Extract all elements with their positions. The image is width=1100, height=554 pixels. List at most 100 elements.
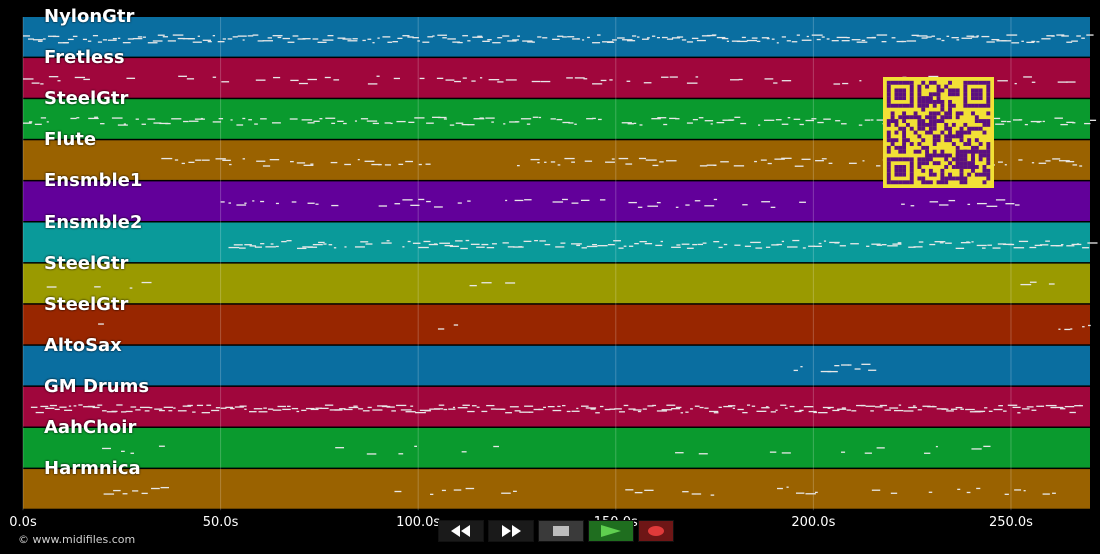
track-lane[interactable]: [23, 304, 1090, 345]
midi-note: [126, 77, 136, 79]
midi-note: [841, 451, 846, 453]
midi-note: [335, 447, 345, 449]
midi-note: [233, 244, 243, 246]
stop-button[interactable]: [538, 520, 584, 542]
midi-note: [407, 240, 411, 243]
midi-note: [1082, 247, 1090, 249]
midi-note: [381, 405, 391, 408]
midi-note: [833, 83, 841, 85]
midi-note: [252, 200, 255, 202]
midi-note: [718, 246, 723, 249]
midi-note: [423, 240, 431, 243]
midi-note: [467, 40, 471, 42]
midi-note: [461, 123, 469, 126]
track-lane[interactable]: [23, 263, 1090, 304]
midi-note: [784, 407, 788, 409]
midi-note: [160, 486, 170, 489]
midi-note: [966, 35, 975, 37]
midi-note: [400, 409, 412, 411]
record-button[interactable]: [638, 520, 674, 542]
midi-note: [390, 122, 393, 125]
midi-note: [487, 39, 492, 41]
midi-note: [710, 494, 715, 496]
midi-note: [307, 202, 315, 204]
fast-forward-button[interactable]: [488, 520, 534, 542]
play-button[interactable]: [588, 520, 634, 542]
track-lane[interactable]: [23, 469, 1090, 509]
midi-note: [599, 199, 606, 201]
midi-note: [433, 243, 438, 245]
midi-note: [1001, 120, 1007, 123]
midi-note: [465, 239, 470, 242]
midi-note: [268, 408, 274, 410]
midi-note: [236, 204, 247, 206]
midi-note: [48, 76, 59, 78]
midi-note: [666, 404, 676, 406]
midi-note: [222, 38, 226, 40]
midi-note: [1018, 240, 1029, 243]
midi-note: [1084, 122, 1091, 125]
midi-note: [870, 410, 874, 412]
track-lane[interactable]: [23, 17, 1090, 57]
midi-note: [418, 198, 425, 201]
midi-note: [517, 35, 520, 37]
midi-note: [922, 405, 931, 407]
midi-note: [686, 41, 694, 43]
midi-note: [918, 241, 924, 243]
midi-note: [301, 409, 307, 412]
midi-note: [386, 406, 395, 408]
midi-note: [1007, 120, 1011, 123]
midi-note: [387, 41, 393, 43]
midi-note: [903, 410, 914, 412]
midi-note: [834, 242, 840, 244]
midi-note: [291, 407, 299, 410]
midi-note: [1045, 240, 1050, 242]
midi-note: [984, 407, 988, 409]
midi-note: [625, 489, 634, 491]
midi-note: [661, 36, 668, 39]
midi-note: [669, 117, 677, 120]
midi-note: [410, 405, 414, 407]
midi-note: [827, 407, 831, 409]
midi-note: [523, 240, 532, 243]
midi-note: [686, 82, 698, 84]
track-lane[interactable]: [23, 181, 1090, 221]
track-lane[interactable]: [23, 345, 1090, 386]
midi-note: [201, 412, 210, 414]
midi-note: [412, 242, 421, 244]
midi-note: [756, 40, 761, 43]
midi-note: [856, 41, 868, 43]
midi-note: [614, 408, 622, 410]
midi-note: [792, 239, 800, 242]
track-lane[interactable]: [23, 222, 1090, 263]
midi-note: [726, 40, 729, 42]
track-lane[interactable]: [23, 386, 1090, 427]
midi-note: [846, 36, 850, 39]
midi-note: [971, 448, 982, 450]
midi-note: [68, 405, 72, 407]
midi-note: [584, 160, 593, 162]
midi-note: [1086, 34, 1094, 36]
midi-note: [23, 78, 34, 80]
midi-note: [983, 445, 991, 448]
midi-note: [122, 42, 131, 44]
midi-note: [476, 246, 485, 248]
midi-note: [97, 404, 103, 406]
midi-note: [979, 410, 984, 413]
midi-note: [868, 369, 877, 371]
midi-note: [286, 405, 291, 407]
midi-note: [505, 199, 508, 202]
midi-note: [130, 452, 135, 454]
midi-note: [876, 165, 881, 167]
midi-note: [839, 245, 846, 247]
midi-note: [320, 407, 329, 410]
midi-note: [850, 243, 859, 245]
midi-note: [751, 405, 756, 407]
midi-note: [505, 282, 516, 284]
rewind-button[interactable]: [438, 520, 484, 542]
midi-note: [828, 162, 833, 164]
midi-note: [723, 243, 728, 246]
midi-note: [618, 157, 629, 160]
midi-note: [491, 243, 497, 245]
track-lane[interactable]: [23, 428, 1090, 468]
